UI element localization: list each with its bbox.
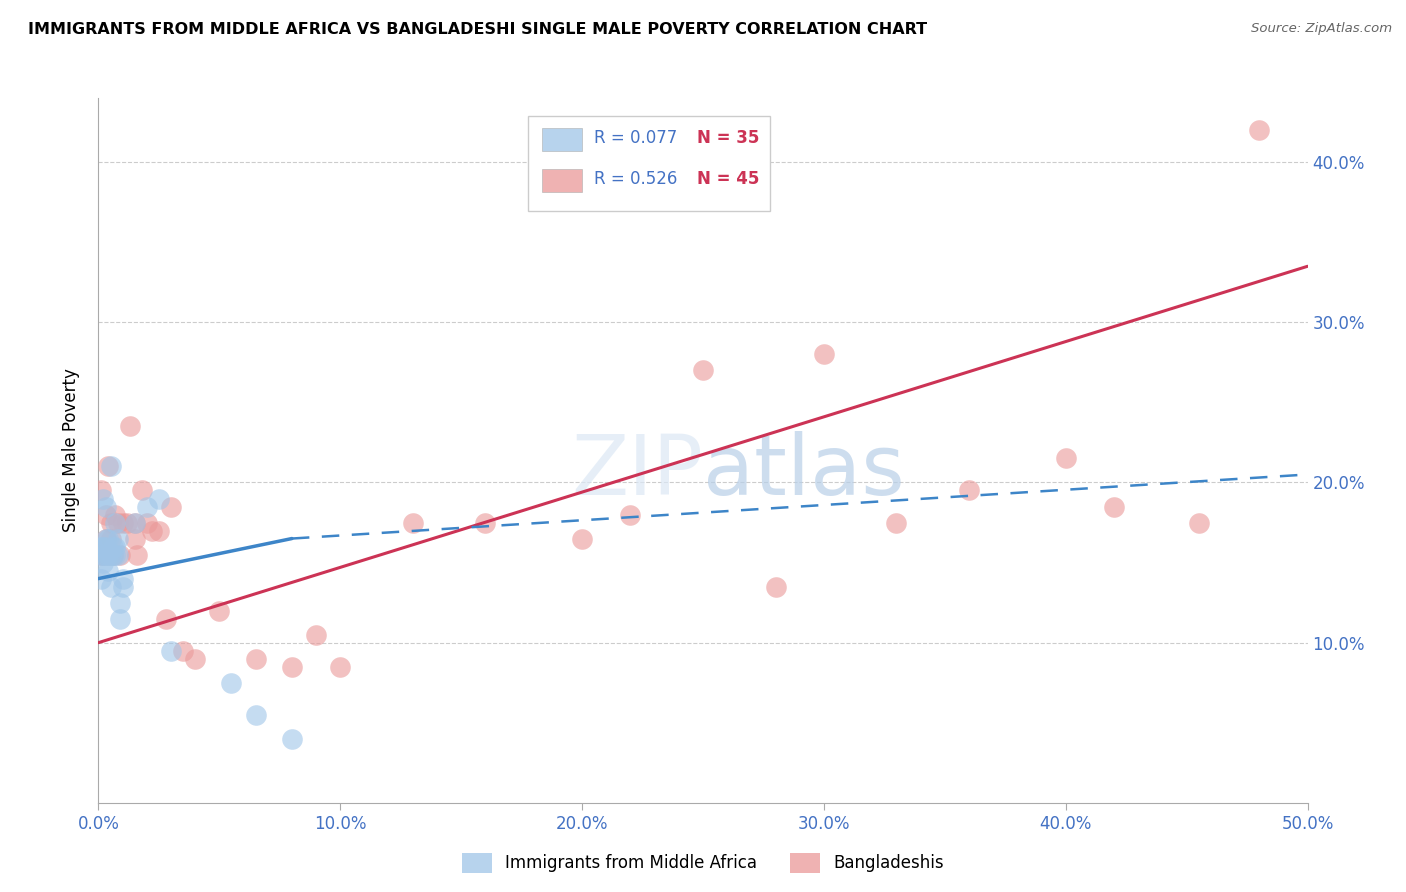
Point	[104, 516, 127, 530]
Point	[108, 612, 131, 626]
Point	[619, 508, 641, 522]
Point	[281, 659, 304, 673]
FancyBboxPatch shape	[543, 169, 582, 192]
Point	[94, 508, 117, 522]
Point	[474, 516, 496, 530]
Point	[1102, 500, 1125, 514]
Point	[100, 459, 122, 474]
Point	[107, 548, 129, 562]
Point	[124, 532, 146, 546]
Point	[94, 532, 117, 546]
Point	[90, 548, 112, 562]
Point	[131, 483, 153, 498]
Point	[90, 483, 112, 498]
Point	[90, 572, 112, 586]
Point	[94, 500, 117, 514]
FancyBboxPatch shape	[527, 116, 769, 211]
Point	[91, 540, 114, 554]
Text: atlas: atlas	[703, 431, 904, 512]
Point	[141, 524, 163, 538]
Point	[1054, 451, 1077, 466]
Point	[91, 491, 114, 506]
Point	[184, 651, 207, 665]
Point	[124, 516, 146, 530]
Point	[118, 419, 141, 434]
Point	[101, 548, 124, 562]
Y-axis label: Single Male Poverty: Single Male Poverty	[62, 368, 80, 533]
Point	[135, 500, 157, 514]
Point	[208, 604, 231, 618]
Point	[221, 675, 243, 690]
Point	[1249, 123, 1271, 137]
Point	[104, 540, 127, 554]
Point	[160, 643, 183, 657]
Point	[281, 731, 304, 746]
Point	[97, 532, 120, 546]
Legend: Immigrants from Middle Africa, Bangladeshis: Immigrants from Middle Africa, Banglades…	[456, 847, 950, 880]
Point	[94, 548, 117, 562]
Point	[1188, 516, 1211, 530]
Point	[90, 540, 112, 554]
Text: R = 0.526: R = 0.526	[595, 170, 678, 188]
Point	[107, 516, 129, 530]
Point	[100, 548, 122, 562]
Point	[245, 651, 267, 665]
Text: N = 45: N = 45	[697, 170, 759, 188]
Point	[813, 347, 835, 361]
Point	[104, 508, 127, 522]
Text: R = 0.077: R = 0.077	[595, 129, 678, 147]
Point	[97, 548, 120, 562]
Point	[101, 548, 124, 562]
Text: ZIP: ZIP	[571, 431, 703, 512]
Point	[97, 459, 120, 474]
Text: Source: ZipAtlas.com: Source: ZipAtlas.com	[1251, 22, 1392, 36]
Text: N = 35: N = 35	[697, 129, 759, 147]
Point	[117, 516, 139, 530]
Point	[91, 556, 114, 570]
Point	[94, 532, 117, 546]
Point	[329, 659, 352, 673]
Point	[100, 516, 122, 530]
Point	[402, 516, 425, 530]
Point	[155, 612, 177, 626]
Text: IMMIGRANTS FROM MIDDLE AFRICA VS BANGLADESHI SINGLE MALE POVERTY CORRELATION CHA: IMMIGRANTS FROM MIDDLE AFRICA VS BANGLAD…	[28, 22, 927, 37]
Point	[91, 548, 114, 562]
Point	[172, 643, 194, 657]
Point	[108, 596, 131, 610]
Point	[91, 548, 114, 562]
Point	[107, 532, 129, 546]
Point	[692, 363, 714, 377]
Point	[886, 516, 908, 530]
Point	[100, 580, 122, 594]
Point	[104, 548, 127, 562]
Point	[305, 627, 328, 641]
Point	[111, 516, 134, 530]
Point	[97, 548, 120, 562]
Point	[127, 548, 149, 562]
FancyBboxPatch shape	[543, 128, 582, 151]
Point	[957, 483, 980, 498]
Point	[101, 540, 124, 554]
Point	[111, 572, 134, 586]
Point	[94, 540, 117, 554]
Point	[100, 532, 122, 546]
Point	[148, 524, 170, 538]
Point	[111, 580, 134, 594]
Point	[245, 707, 267, 722]
Point	[765, 580, 787, 594]
Point	[97, 564, 120, 578]
Point	[90, 548, 112, 562]
Point	[108, 548, 131, 562]
Point	[135, 516, 157, 530]
Point	[124, 516, 146, 530]
Point	[571, 532, 593, 546]
Point	[160, 500, 183, 514]
Point	[148, 491, 170, 506]
